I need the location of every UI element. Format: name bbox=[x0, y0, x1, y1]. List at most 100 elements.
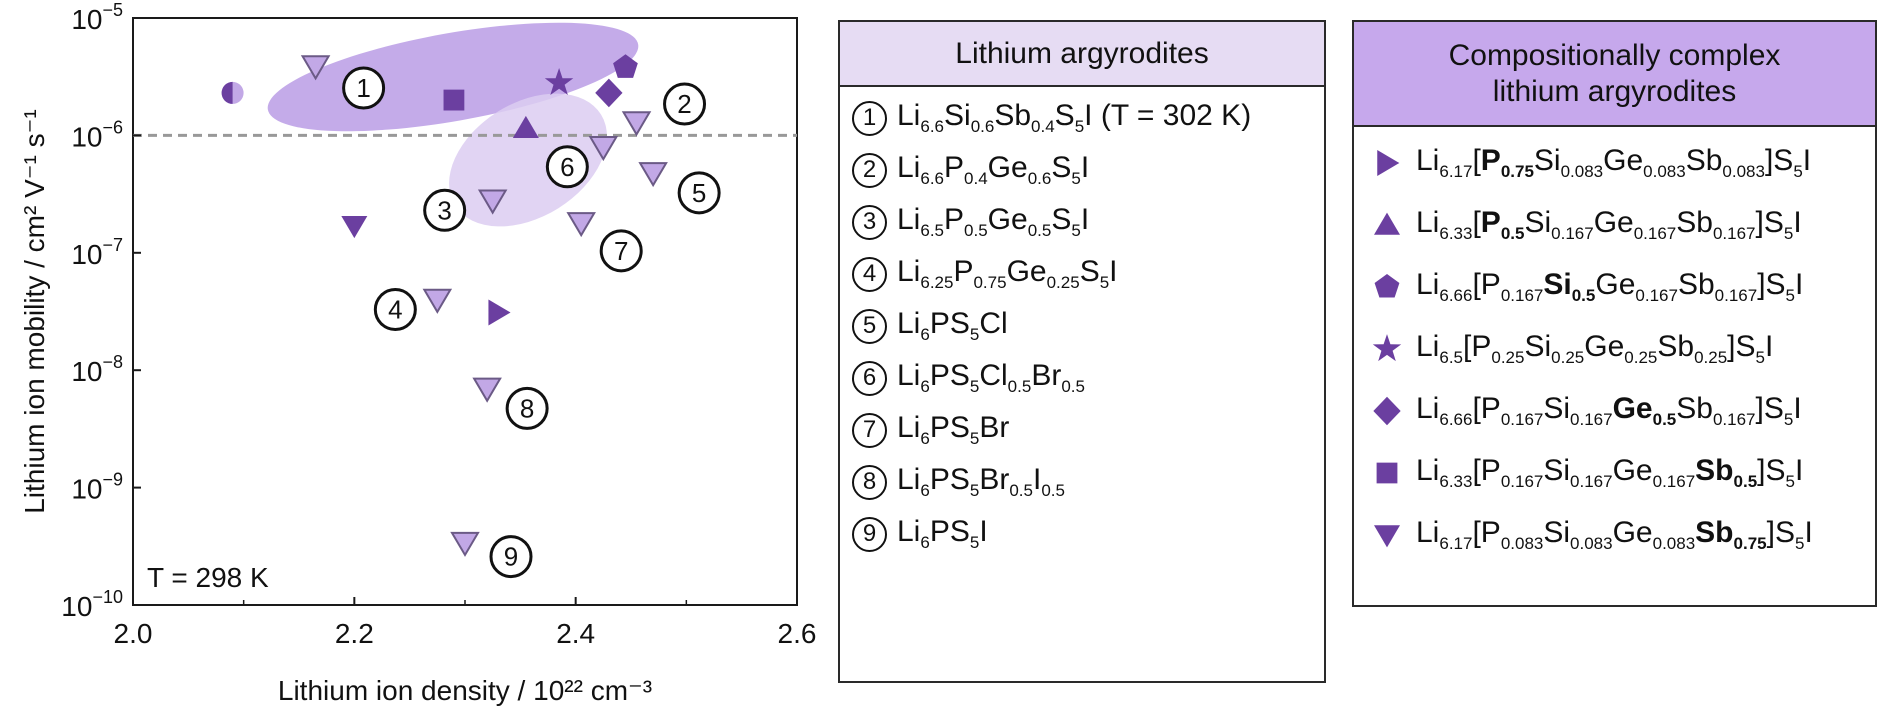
point-label-circle bbox=[599, 229, 643, 273]
temperature-annotation: T = 298 K bbox=[147, 562, 269, 593]
point-label-number: 1 bbox=[356, 73, 370, 103]
y-axis-label: Lithium ion mobility / cm² V⁻¹ s⁻¹ bbox=[19, 109, 50, 514]
legend-lithium-argyrodites: Lithium argyrodites 1 Li6.6Si0.6Sb0.4S5I … bbox=[838, 20, 1326, 683]
argyrodite-point bbox=[300, 55, 331, 81]
y-tick-label: 10−7 bbox=[71, 235, 123, 270]
legend-complex-title-line2: lithium argyrodites bbox=[1492, 74, 1737, 108]
legend-number-badge: 9 bbox=[852, 516, 887, 552]
legend-formula: Li6.5P0.5Ge0.5S5I bbox=[897, 203, 1090, 240]
legend-formula: Li6.5[P0.25Si0.25Ge0.25Sb0.25]S5I bbox=[1416, 330, 1774, 367]
legend-formula: Li6PS5Br0.5I0.5 bbox=[897, 463, 1065, 500]
x-tick-label: 2.0 bbox=[114, 618, 153, 649]
legend-number-badge: 1 bbox=[852, 100, 887, 136]
triangle-down-icon bbox=[1374, 525, 1400, 548]
star-icon bbox=[1372, 334, 1402, 362]
point-label-circle bbox=[677, 171, 721, 215]
legend-formula: Li6.33[P0.167Si0.167Ge0.167Sb0.5]S5I bbox=[1416, 454, 1804, 491]
x-tick-label: 2.4 bbox=[556, 618, 595, 649]
legend-formula: Li6.6P0.4Ge0.6S5I bbox=[897, 151, 1090, 188]
point-label-number: 8 bbox=[520, 393, 534, 423]
legend-formula: Li6PS5Cl bbox=[897, 307, 1008, 344]
legend-formula: Li6.66[P0.167Si0.167Ge0.5Sb0.167]S5I bbox=[1416, 392, 1802, 429]
legend-item: 8 Li6PS5Br0.5I0.5 bbox=[840, 463, 1324, 501]
point-label-circle bbox=[505, 386, 549, 430]
argyrodite-point bbox=[621, 111, 652, 137]
pentagon-icon bbox=[1374, 274, 1400, 298]
legend-number-badge: 7 bbox=[852, 412, 887, 448]
argyrodite-point bbox=[638, 162, 668, 188]
point-label-number: 2 bbox=[677, 89, 691, 119]
legend-formula: Li6.25P0.75Ge0.25S5I bbox=[897, 255, 1118, 292]
square-icon bbox=[1376, 462, 1398, 484]
complex-argyrodite-point bbox=[595, 78, 623, 108]
argyrodite-point bbox=[588, 136, 619, 162]
legend-item: Li6.5[P0.25Si0.25Ge0.25Sb0.25]S5I bbox=[1354, 330, 1875, 368]
point-label-number: 7 bbox=[614, 236, 628, 266]
y-tick-label: 10−10 bbox=[61, 587, 123, 622]
y-tick-label: 10−9 bbox=[71, 470, 123, 505]
legend-item: Li6.33[P0.167Si0.167Ge0.167Sb0.5]S5I bbox=[1354, 454, 1875, 492]
legend-item: 6 Li6PS5Cl0.5Br0.5 bbox=[840, 359, 1324, 397]
argyrodite-point bbox=[566, 212, 596, 238]
legend-formula: Li6.17[P0.083Si0.083Ge0.083Sb0.75]S5I bbox=[1416, 516, 1813, 553]
legend-formula: Li6PS5Cl0.5Br0.5 bbox=[897, 359, 1085, 396]
legend-item: 3 Li6.5P0.5Ge0.5S5I bbox=[840, 203, 1324, 241]
argyrodite-point bbox=[472, 377, 502, 403]
legend-formula: Li6PS5I bbox=[897, 515, 988, 552]
legend-complex-argyrodites: Compositionally complex lithium argyrodi… bbox=[1352, 20, 1877, 607]
x-axis-label: Lithium ion density / 10²² cm⁻³ bbox=[278, 675, 652, 706]
legend-number-badge: 4 bbox=[852, 256, 887, 292]
legend-item: Li6.17[P0.083Si0.083Ge0.083Sb0.75]S5I bbox=[1354, 516, 1875, 554]
half-circle-dark bbox=[221, 81, 233, 104]
point-label-number: 3 bbox=[437, 195, 451, 225]
legend-formula: Li6PS5Br bbox=[897, 411, 1010, 448]
legend-lithium-argyrodites-title: Lithium argyrodites bbox=[840, 22, 1324, 87]
point-label-circle bbox=[342, 66, 386, 110]
legend-item: Li6.33[P0.5Si0.167Ge0.167Sb0.167]S5I bbox=[1354, 206, 1875, 244]
point-label-number: 4 bbox=[388, 295, 402, 325]
point-label-number: 5 bbox=[692, 178, 706, 208]
complex-argyrodite-point bbox=[341, 215, 368, 239]
legend-item: 1 Li6.6Si0.6Sb0.4S5I (T = 302 K) bbox=[840, 99, 1324, 137]
legend-item: 2 Li6.6P0.4Ge0.6S5I bbox=[840, 151, 1324, 189]
complex-argyrodite-point bbox=[544, 68, 574, 95]
legend-item: 9 Li6PS5I bbox=[840, 515, 1324, 553]
legend-item: 4 Li6.25P0.75Ge0.25S5I bbox=[840, 255, 1324, 293]
point-label-circle bbox=[423, 188, 467, 232]
legend-item: Li6.66[P0.167Si0.5Ge0.167Sb0.167]S5I bbox=[1354, 268, 1875, 306]
x-tick-label: 2.2 bbox=[335, 618, 374, 649]
complex-argyrodite-point bbox=[613, 54, 638, 78]
complex-argyrodite-point bbox=[488, 299, 511, 326]
point-label-number: 9 bbox=[504, 542, 518, 572]
legend-number-badge: 5 bbox=[852, 308, 887, 344]
legend-item: Li6.66[P0.167Si0.167Ge0.5Sb0.167]S5I bbox=[1354, 392, 1875, 430]
point-label-number: 6 bbox=[560, 152, 574, 182]
point-label-circle bbox=[663, 82, 707, 126]
legend-number-badge: 2 bbox=[852, 152, 887, 188]
legend-number-badge: 3 bbox=[852, 204, 887, 240]
legend-number-badge: 6 bbox=[852, 360, 887, 396]
argyrodite-point bbox=[450, 531, 480, 557]
point-label-circle bbox=[373, 288, 417, 332]
complex-argyrodite-point bbox=[443, 89, 465, 111]
legend-complex-title-line1: Compositionally complex bbox=[1448, 38, 1781, 72]
y-tick-label: 10−5 bbox=[71, 0, 123, 35]
y-tick-label: 10−6 bbox=[71, 117, 123, 152]
triangle-up-icon bbox=[1374, 212, 1400, 235]
legend-formula: Li6.17[P0.75Si0.083Ge0.083Sb0.083]S5I bbox=[1416, 144, 1812, 181]
diamond-icon bbox=[1373, 396, 1401, 426]
triangle-right-icon bbox=[1377, 150, 1400, 176]
legend-number-badge: 8 bbox=[852, 464, 887, 500]
y-tick-label: 10−8 bbox=[71, 352, 123, 387]
x-tick-label: 2.6 bbox=[778, 618, 817, 649]
point-label-circle bbox=[545, 145, 589, 189]
legend-formula: Li6.33[P0.5Si0.167Ge0.167Sb0.167]S5I bbox=[1416, 206, 1802, 243]
legend-item: 7 Li6PS5Br bbox=[840, 411, 1324, 449]
legend-formula: Li6.66[P0.167Si0.5Ge0.167Sb0.167]S5I bbox=[1416, 268, 1804, 305]
argyrodite-point bbox=[477, 189, 508, 215]
legend-item: Li6.17[P0.75Si0.083Ge0.083Sb0.083]S5I bbox=[1354, 144, 1875, 182]
half-circle-point bbox=[221, 81, 244, 104]
complex-argyrodite-point bbox=[512, 115, 539, 139]
point-label-circle bbox=[489, 535, 533, 579]
legend-item: 5 Li6PS5Cl bbox=[840, 307, 1324, 345]
